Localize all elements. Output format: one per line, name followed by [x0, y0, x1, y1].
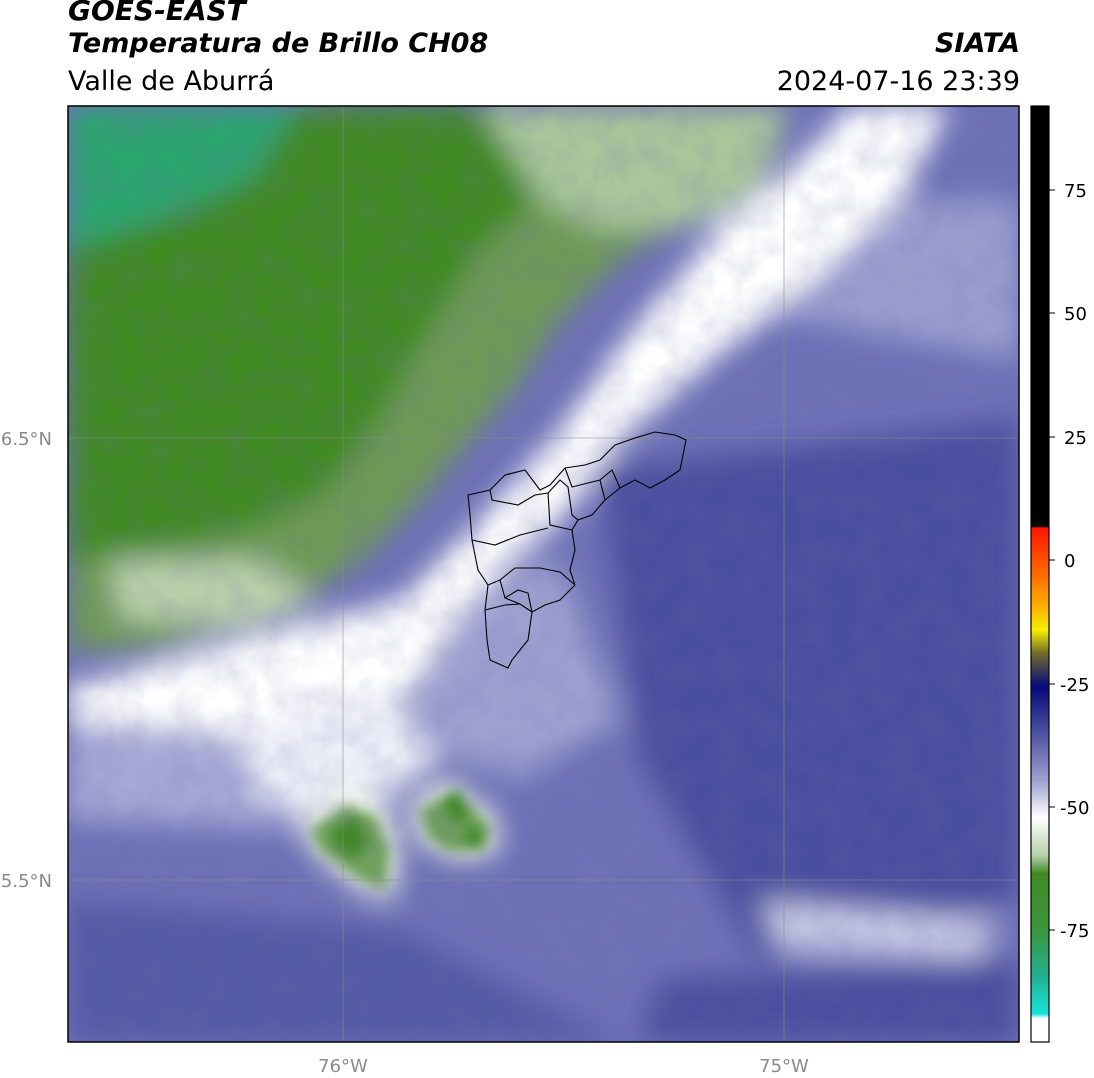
- region-subtitle: Valle de Aburrá: [68, 66, 275, 97]
- colorbar-tick-75: 75: [1064, 181, 1087, 202]
- colorbar-ticks: [1049, 189, 1055, 931]
- colorbar-tick-neg50: -50: [1060, 798, 1089, 819]
- map-frame: [67, 105, 1020, 1043]
- lat-label-5-5n: 5.5°N: [1, 871, 52, 892]
- satellite-title: GOES-EAST: [68, 0, 246, 27]
- lon-label-75w: 75°W: [759, 1056, 809, 1077]
- colorbar-tick-0: 0: [1064, 551, 1075, 572]
- organization-label: SIATA: [934, 28, 1020, 59]
- product-title: Temperatura de Brillo CH08: [68, 28, 489, 59]
- municipality-boundaries: [467, 431, 687, 669]
- colorbar-tick-50: 50: [1064, 304, 1087, 325]
- brightness-temperature-field: [68, 106, 1019, 1042]
- lon-label-76w: 76°W: [318, 1056, 368, 1077]
- lat-label-6-5n: 6.5°N: [1, 429, 52, 450]
- colorbar-tick-25: 25: [1064, 428, 1087, 449]
- colorbar: [1030, 105, 1050, 1043]
- timestamp-label: 2024-07-16 23:39: [776, 66, 1020, 97]
- map-gridlines: [68, 106, 1019, 1042]
- colorbar-tick-neg25: -25: [1060, 675, 1089, 696]
- colorbar-tick-neg75: -75: [1060, 921, 1089, 942]
